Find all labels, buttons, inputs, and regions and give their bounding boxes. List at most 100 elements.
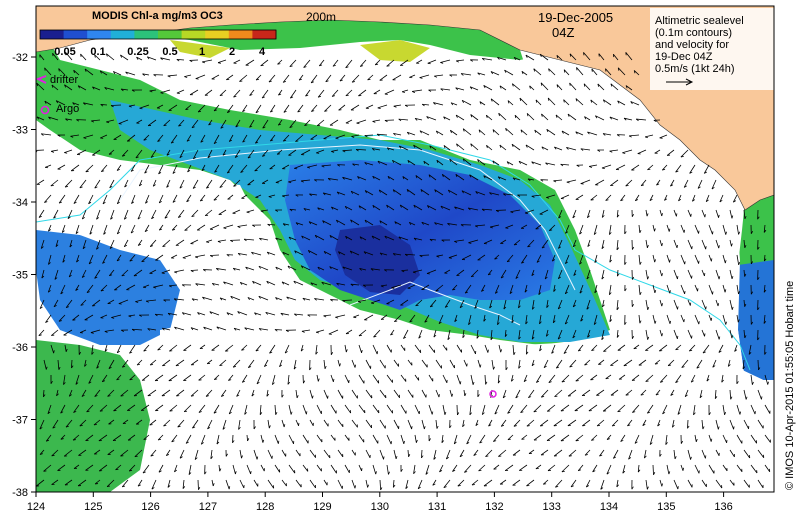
velocity-arrow: [279, 359, 283, 367]
velocity-arrow: [750, 374, 753, 385]
velocity-arrow-head: [485, 115, 488, 119]
velocity-arrow-head: [253, 426, 256, 430]
velocity-arrow: [331, 149, 339, 152]
velocity-arrow-head: [569, 365, 573, 368]
velocity-arrow-head: [501, 424, 505, 427]
velocity-arrow-head: [282, 251, 285, 255]
velocity-arrow: [715, 299, 719, 307]
velocity-arrow-head: [293, 366, 297, 370]
velocity-arrow-head: [54, 277, 58, 280]
velocity-arrow-head: [268, 196, 272, 198]
velocity-arrow-head: [724, 260, 727, 264]
x-tick-label: 131: [428, 501, 446, 513]
velocity-arrow: [655, 389, 661, 396]
velocity-arrow: [51, 149, 59, 152]
velocity-arrow-head: [219, 297, 223, 301]
velocity-arrow-head: [495, 210, 499, 213]
velocity-arrow: [175, 359, 185, 367]
velocity-arrow: [160, 89, 171, 94]
velocity-arrow-head: [290, 96, 294, 99]
velocity-arrow: [350, 283, 360, 286]
velocity-arrow: [237, 224, 248, 227]
velocity-arrow-head: [631, 213, 635, 217]
velocity-arrow-head: [524, 289, 528, 293]
velocity-arrow: [393, 132, 402, 136]
velocity-arrow-head: [48, 290, 51, 293]
velocity-arrow-head: [572, 215, 576, 219]
velocity-arrow: [85, 434, 94, 441]
velocity-arrow: [580, 314, 584, 322]
velocity-arrow: [379, 252, 388, 256]
colorbar-swatch: [63, 30, 88, 39]
velocity-arrow: [351, 479, 356, 489]
velocity-arrow: [300, 344, 304, 352]
velocity-arrow: [630, 101, 640, 106]
velocity-arrow: [484, 344, 489, 353]
velocity-arrow: [645, 374, 654, 382]
velocity-arrow-head: [717, 426, 720, 430]
velocity-arrow-head: [639, 229, 642, 233]
velocity-arrow-head: [48, 116, 51, 120]
velocity-arrow-head: [232, 440, 235, 444]
velocity-arrow-head: [283, 110, 287, 113]
velocity-arrow: [365, 419, 372, 429]
velocity-arrow: [75, 374, 80, 385]
velocity-arrow-head: [75, 382, 79, 385]
velocity-arrow: [60, 404, 66, 414]
velocity-arrow: [372, 434, 379, 444]
velocity-arrow: [652, 464, 654, 475]
chl-east-strip: [738, 255, 774, 380]
velocity-arrow-head: [307, 250, 311, 254]
velocity-arrow-head: [189, 60, 193, 63]
velocity-arrow-head: [677, 412, 681, 415]
velocity-arrow-head: [449, 158, 452, 162]
velocity-arrow: [491, 359, 494, 370]
velocity-arrow: [531, 329, 535, 340]
velocity-arrow: [694, 434, 697, 442]
velocity-arrow: [94, 389, 101, 397]
velocity-arrow-head: [526, 351, 529, 355]
velocity-arrow: [564, 284, 570, 294]
velocity-arrow-head: [172, 228, 176, 231]
velocity-arrow: [126, 134, 136, 142]
velocity-arrow: [494, 404, 500, 415]
velocity-arrow-head: [423, 426, 426, 430]
velocity-arrow: [538, 284, 542, 295]
velocity-arrow-head: [612, 424, 616, 427]
velocity-arrow-head: [492, 129, 495, 133]
velocity-arrow: [219, 297, 227, 301]
velocity-arrow-head: [531, 336, 535, 340]
velocity-arrow: [645, 479, 648, 490]
info-line: 19-Dec 04Z: [655, 51, 713, 63]
velocity-arrow: [350, 104, 360, 111]
velocity-arrow-head: [644, 455, 647, 459]
velocity-arrow: [150, 149, 157, 158]
velocity-arrow-head: [630, 101, 633, 105]
velocity-arrow: [554, 146, 563, 151]
velocity-arrow-head: [194, 457, 198, 460]
velocity-arrow: [136, 119, 143, 124]
velocity-arrow: [497, 56, 507, 61]
velocity-arrow-head: [38, 334, 42, 337]
velocity-arrow-head: [60, 411, 64, 414]
velocity-arrow-head: [63, 382, 66, 385]
velocity-arrow-head: [404, 253, 408, 257]
velocity-arrow: [539, 419, 549, 427]
velocity-arrow-head: [518, 365, 521, 369]
velocity-arrow: [317, 207, 325, 211]
velocity-arrow-head: [244, 327, 248, 331]
velocity-arrow: [223, 281, 234, 286]
velocity-arrow-head: [744, 303, 747, 307]
velocity-arrow-head: [649, 442, 653, 445]
velocity-arrow: [102, 194, 108, 205]
velocity-arrow: [51, 329, 59, 336]
velocity-arrow: [226, 164, 234, 174]
velocity-arrow-head: [466, 442, 470, 445]
velocity-arrow: [436, 159, 444, 166]
velocity-arrow: [479, 434, 486, 444]
velocity-arrow-head: [639, 320, 642, 324]
velocity-arrow: [489, 224, 500, 228]
velocity-arrow: [498, 344, 502, 353]
velocity-arrow-head: [398, 118, 402, 122]
velocity-arrow: [64, 179, 73, 188]
